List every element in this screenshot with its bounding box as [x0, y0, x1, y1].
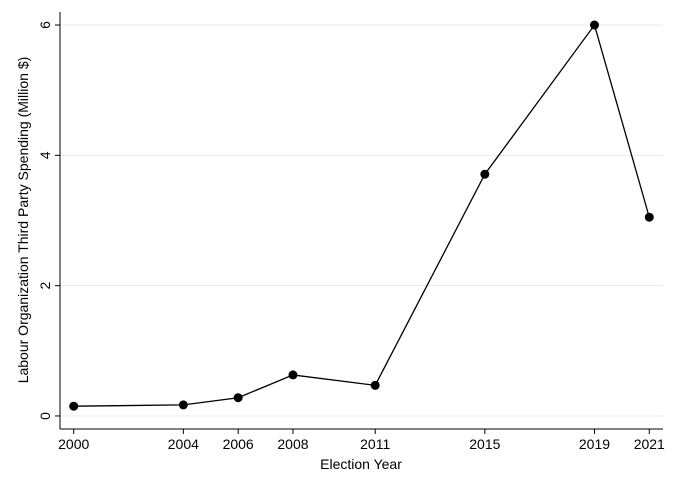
- marker: [288, 370, 298, 380]
- x-tick-label: 2000: [58, 436, 89, 452]
- y-tick-label: 0: [37, 412, 53, 420]
- marker: [69, 401, 79, 411]
- marker: [178, 400, 188, 410]
- x-tick-label: 2021: [634, 436, 665, 452]
- marker: [370, 380, 380, 390]
- y-tick-label: 4: [37, 151, 53, 159]
- x-tick-label: 2006: [223, 436, 254, 452]
- x-tick-label: 2004: [168, 436, 199, 452]
- x-tick-label: 2019: [579, 436, 610, 452]
- marker: [480, 169, 490, 179]
- marker: [589, 20, 599, 30]
- x-tick-label: 2011: [360, 436, 390, 452]
- x-axis-title: Election Year: [320, 456, 402, 472]
- marker: [233, 393, 243, 403]
- y-axis-title: Labour Organization Third Party Spending…: [15, 57, 31, 384]
- marker: [644, 212, 654, 222]
- x-tick-label: 2015: [469, 436, 500, 452]
- y-tick-label: 6: [37, 21, 53, 29]
- line: [73, 23, 650, 407]
- y-tick-label: 2: [37, 282, 53, 290]
- x-tick-label: 2008: [277, 436, 308, 452]
